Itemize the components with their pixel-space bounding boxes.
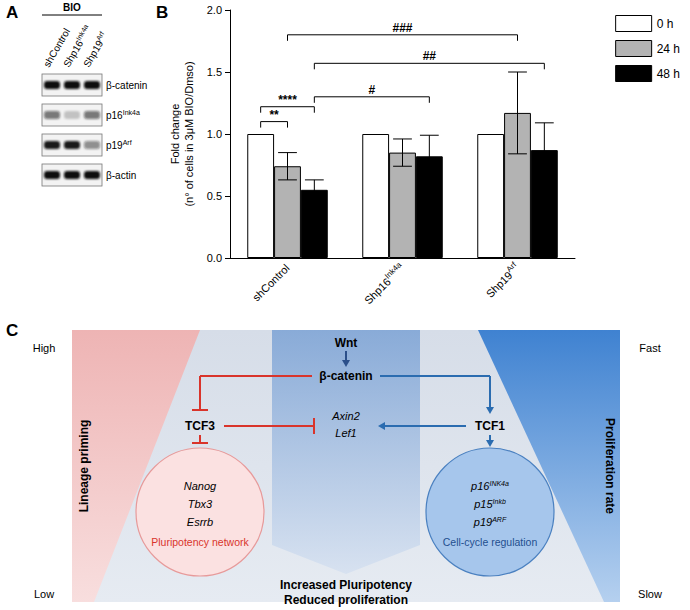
svg-text:Reduced proliferation: Reduced proliferation xyxy=(284,593,408,607)
svg-text:1.5: 1.5 xyxy=(207,66,222,78)
svg-text:Pluripotency network: Pluripotency network xyxy=(151,536,249,548)
svg-text:Nanog: Nanog xyxy=(184,480,217,492)
svg-text:β-catenin: β-catenin xyxy=(319,369,372,383)
svg-text:Lef1: Lef1 xyxy=(335,427,356,439)
svg-text:β-actin: β-actin xyxy=(106,170,136,181)
svg-text:****: **** xyxy=(278,93,297,107)
svg-text:Fold change: Fold change xyxy=(169,104,181,165)
svg-text:p19Arf: p19Arf xyxy=(106,139,132,151)
svg-text:Lineage priming: Lineage priming xyxy=(77,420,91,513)
svg-text:Fast: Fast xyxy=(639,342,660,354)
svg-text:Shp19Arf: Shp19Arf xyxy=(80,30,109,69)
svg-text:2.0: 2.0 xyxy=(207,4,222,16)
svg-text:0.5: 0.5 xyxy=(207,190,222,202)
svg-text:High: High xyxy=(33,342,56,354)
svg-text:p16INK4a: p16INK4a xyxy=(470,480,509,492)
svg-text:0 h: 0 h xyxy=(657,17,674,31)
svg-text:Wnt: Wnt xyxy=(335,336,358,350)
svg-text:1.0: 1.0 xyxy=(207,128,222,140)
svg-text:Proliferation rate: Proliferation rate xyxy=(603,418,617,514)
svg-text:Shp19: Shp19 xyxy=(484,269,515,300)
svg-text:###: ### xyxy=(392,21,412,35)
svg-text:Shp16: Shp16 xyxy=(362,276,393,307)
svg-text:Tbx3: Tbx3 xyxy=(188,498,213,510)
svg-text:B: B xyxy=(156,3,168,22)
svg-text:Low: Low xyxy=(34,588,54,600)
svg-text:Axin2: Axin2 xyxy=(331,410,360,422)
svg-text:48 h: 48 h xyxy=(657,67,680,81)
svg-text:Esrrb: Esrrb xyxy=(187,516,213,528)
svg-text:shControl: shControl xyxy=(250,262,292,304)
svg-text:#: # xyxy=(368,83,375,97)
svg-text:0.0: 0.0 xyxy=(207,252,222,264)
svg-text:A: A xyxy=(6,3,18,22)
svg-text:**: ** xyxy=(269,108,279,122)
svg-text:p15Inkb: p15Inkb xyxy=(473,498,506,510)
svg-text:C: C xyxy=(6,321,18,340)
svg-text:TCF1: TCF1 xyxy=(475,419,505,433)
svg-text:BIO: BIO xyxy=(63,2,81,13)
svg-text:Slow: Slow xyxy=(638,588,662,600)
svg-text:(n° of cells in 3μM BIO/Dmso): (n° of cells in 3μM BIO/Dmso) xyxy=(183,61,195,206)
svg-text:β-catenin: β-catenin xyxy=(106,80,147,91)
svg-text:TCF3: TCF3 xyxy=(185,419,215,433)
svg-text:24 h: 24 h xyxy=(657,42,680,56)
svg-text:Cell-cycle regulation: Cell-cycle regulation xyxy=(443,536,538,548)
svg-text:p16Ink4a: p16Ink4a xyxy=(106,109,140,121)
svg-text:p19ARF: p19ARF xyxy=(473,516,507,528)
svg-text:##: ## xyxy=(423,49,437,63)
svg-text:Increased Pluripotency: Increased Pluripotency xyxy=(280,578,412,592)
